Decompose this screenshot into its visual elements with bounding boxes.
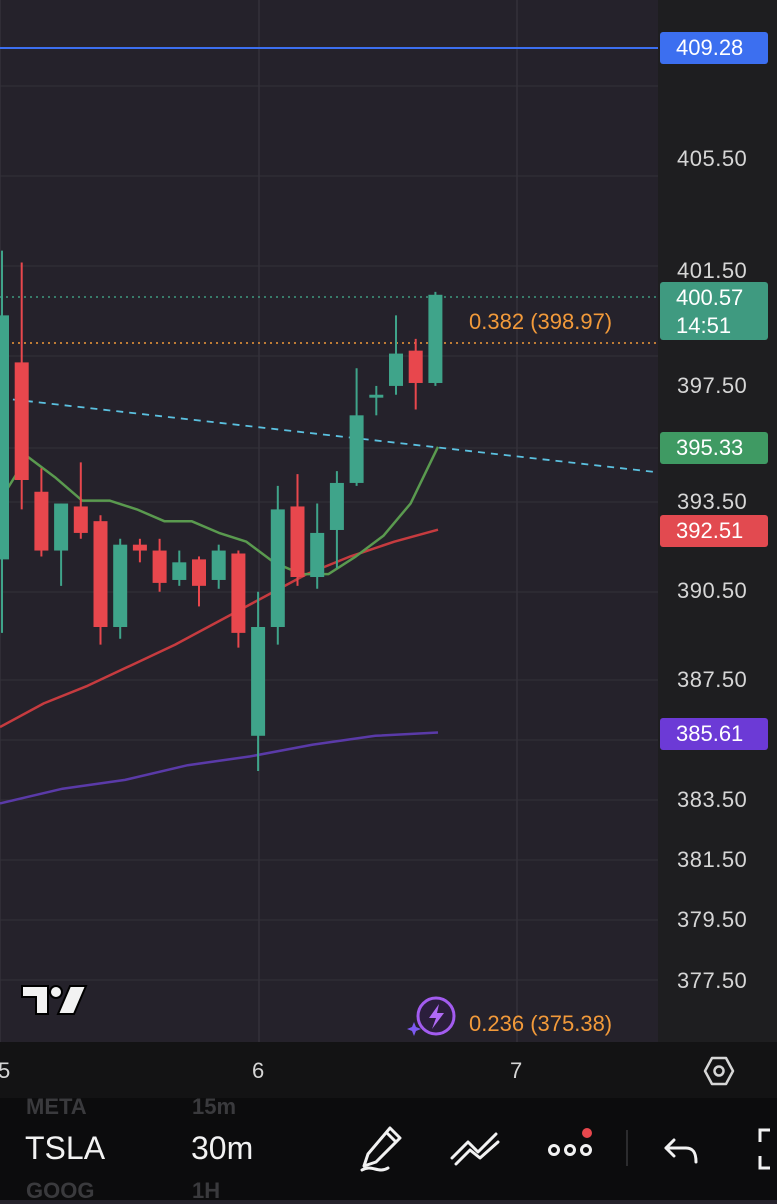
time-axis[interactable] [0,1042,777,1100]
y-tick-label: 381.50 [677,847,748,872]
candle-body [428,294,443,383]
y-tick-label: 390.50 [677,578,748,603]
candle-body [172,562,187,580]
current-price: 400.57 [676,285,744,310]
plot-background [0,0,658,1042]
candle-body [192,559,206,586]
undo-icon[interactable] [662,1124,702,1174]
candle-body [290,506,305,578]
current-price-tag: 400.57 14:51 [660,282,768,340]
fib-level-label: 0.236 (375.38) [469,1011,613,1036]
x-tick-label: 5 [0,1058,11,1083]
ma-slow-price-tag: 385.61 [660,718,768,750]
y-tick-label: 377.50 [677,968,748,993]
candle-body [270,509,285,627]
more-icon[interactable] [546,1124,596,1174]
ghost-symbol-above: META [26,1094,87,1119]
settings-hexagon-icon[interactable] [703,1055,735,1087]
candle-body [389,353,403,386]
y-tick-label: 387.50 [677,667,748,692]
ghost-symbol-below: GOOG [26,1178,95,1203]
x-tick-label: 7 [510,1058,523,1083]
candle-body [408,350,423,383]
candle-body [369,394,384,398]
ma-slow-line [0,731,439,805]
ma-mid-line [0,528,439,729]
ghost-interval-below: 1H [192,1178,221,1203]
y-tick-label: 393.50 [677,489,748,514]
candle-body [73,506,88,533]
y-tick-label: 379.50 [677,907,748,932]
candle-body [329,482,344,530]
candle-body [132,544,147,551]
ma-fast-line [0,446,440,576]
candle-body [113,544,128,627]
symbol-selector[interactable]: TSLA [25,1130,106,1166]
y-tick-label: 405.50 [677,146,748,171]
ai-assistant-icon[interactable] [404,996,460,1040]
draw-pen-icon[interactable] [358,1124,406,1174]
candle-body [251,627,266,736]
chart-area[interactable] [0,0,777,1042]
candle-body [34,491,49,551]
bar-countdown: 14:51 [676,313,732,338]
candle-body [349,415,364,483]
fib-level-label: 0.382 (398.97) [469,309,613,334]
toolbar-divider [626,1130,628,1166]
candle-body [152,550,167,583]
y-tick-label: 401.50 [677,258,748,283]
x-tick-label: 6 [252,1058,265,1083]
ma-fast-price-tag: 395.33 [660,432,768,464]
candle-body [310,532,325,578]
candle-body [93,521,108,627]
tradingview-logo [21,985,88,1015]
ghost-interval-above: 15m [192,1094,237,1119]
alert-price-tag[interactable]: 409.28 [660,32,768,64]
fullscreen-icon[interactable] [752,1124,777,1174]
interval-selector[interactable]: 30m [191,1130,254,1166]
candle-body [0,315,9,560]
trend-line [0,397,656,473]
candle-body [211,550,226,580]
ma-mid-price-tag: 392.51 [660,515,768,547]
candle-body [54,503,69,551]
candle-body [231,553,246,633]
candle-body [14,362,29,480]
y-tick-label: 383.50 [677,787,748,812]
indicators-icon[interactable] [448,1124,504,1174]
y-tick-label: 397.50 [677,373,748,398]
